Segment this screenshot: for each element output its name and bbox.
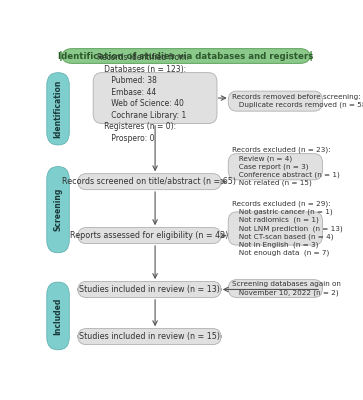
FancyBboxPatch shape — [228, 154, 322, 180]
Text: Screening: Screening — [53, 188, 62, 231]
FancyBboxPatch shape — [78, 328, 221, 345]
Text: Records removed before screening:
   Duplicate records removed (n = 58): Records removed before screening: Duplic… — [232, 94, 363, 108]
FancyBboxPatch shape — [78, 282, 221, 298]
FancyBboxPatch shape — [93, 73, 217, 124]
FancyBboxPatch shape — [61, 49, 311, 64]
Text: Records screened on title/abstract (n = 65): Records screened on title/abstract (n = … — [62, 177, 236, 186]
FancyBboxPatch shape — [228, 91, 322, 111]
Text: Reports assessed for eligibility (n = 42): Reports assessed for eligibility (n = 42… — [70, 231, 229, 240]
Text: Identification: Identification — [53, 80, 62, 138]
FancyBboxPatch shape — [78, 228, 221, 244]
Text: Screening databases again on
   November 10, 2022 (n = 2): Screening databases again on November 10… — [232, 282, 341, 296]
Text: Studies included in review (n = 13): Studies included in review (n = 13) — [79, 285, 220, 294]
FancyBboxPatch shape — [78, 174, 221, 190]
FancyBboxPatch shape — [47, 282, 69, 350]
Text: Records identified from:
   Databases (n = 123):
      Pubmed: 38
      Embase: : Records identified from: Databases (n = … — [97, 54, 189, 143]
Text: Records excluded (n = 29):
   Not gastric cancer (n = 1)
   Not radiomics  (n = : Records excluded (n = 29): Not gastric c… — [232, 200, 343, 256]
Text: Studies included in review (n = 15): Studies included in review (n = 15) — [79, 332, 220, 341]
FancyBboxPatch shape — [47, 166, 69, 253]
Text: Records excluded (n = 23):
   Review (n = 4)
   Case report (n = 3)
   Conferenc: Records excluded (n = 23): Review (n = 4… — [232, 147, 340, 186]
FancyBboxPatch shape — [228, 280, 322, 298]
Text: Identification of studies via databases and registers: Identification of studies via databases … — [58, 52, 314, 60]
FancyBboxPatch shape — [47, 73, 69, 145]
Text: Included: Included — [53, 297, 62, 335]
FancyBboxPatch shape — [228, 212, 322, 245]
